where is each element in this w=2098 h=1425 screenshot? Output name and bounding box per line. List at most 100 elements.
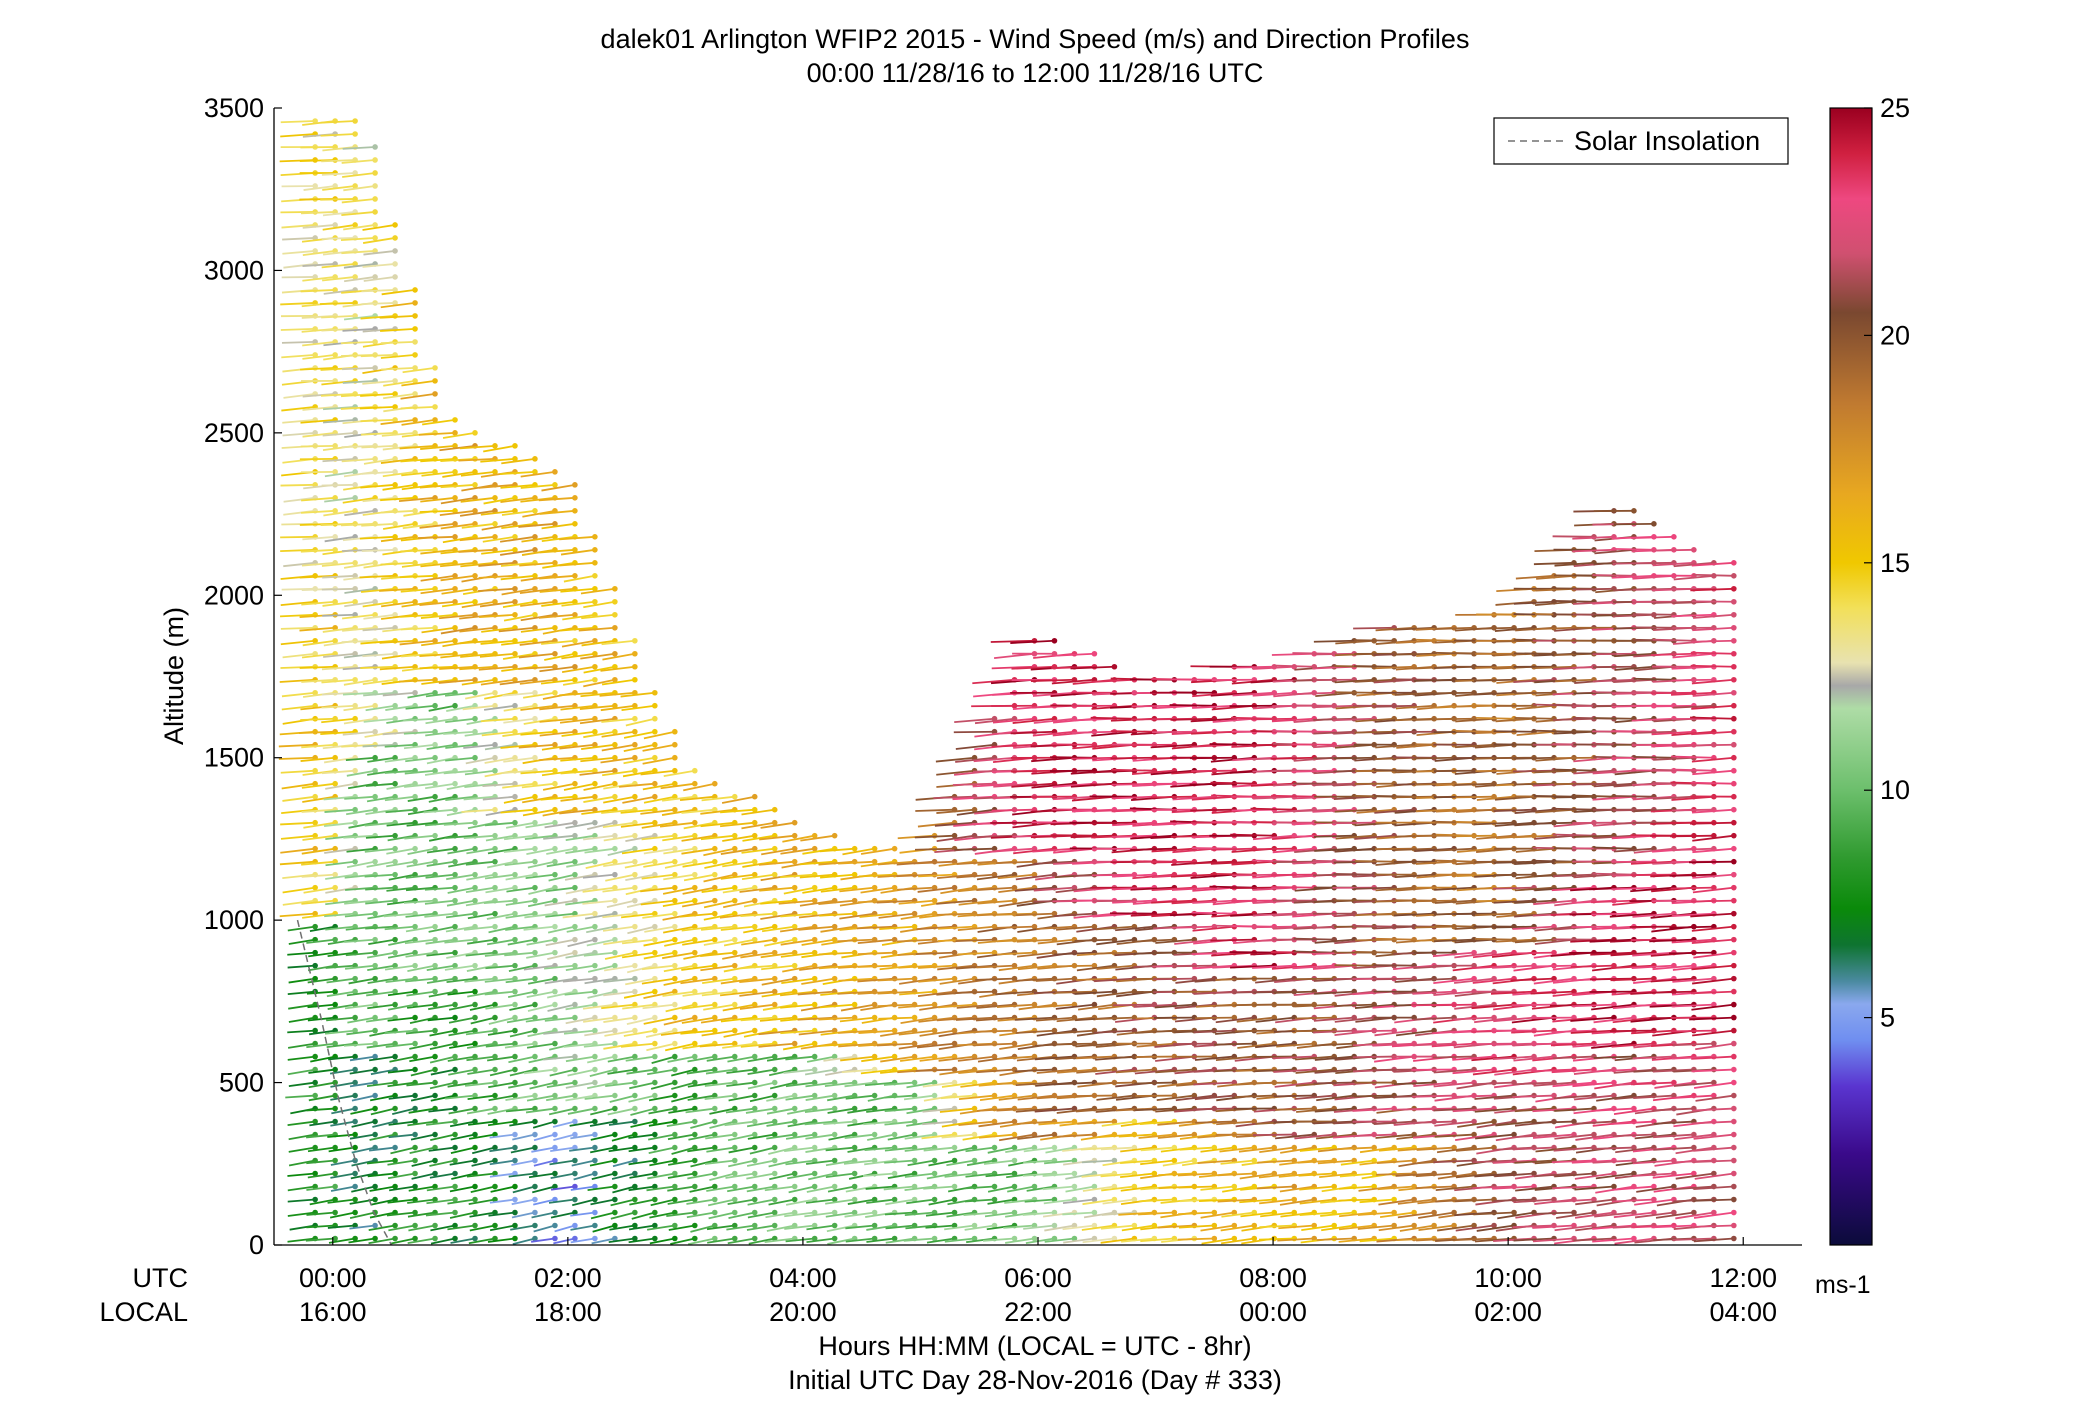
wind-barb-dot [672,962,678,969]
wind-barb-dot [652,1144,658,1151]
wind-barb [409,1016,436,1024]
wind-barb-dot [312,1027,318,1034]
wind-barb [410,1094,436,1102]
wind-barb [367,951,396,959]
wind-barb-dot [552,1105,558,1112]
wind-barb-dot [572,1079,578,1086]
wind-barb-dot [492,1079,498,1086]
wind-barb-dot [672,923,678,930]
wind-barb-dot [691,1170,698,1177]
wind-barb [389,1185,416,1192]
wind-barb-dot [532,975,538,982]
wind-barb-dot [632,871,638,878]
wind-barb-dot [632,1118,638,1125]
wind-barb [425,691,456,698]
wind-barb [321,483,356,487]
wind-barb-dot [672,1196,678,1203]
wind-barb-dot [771,1157,778,1164]
wind-barb-dot [492,754,498,761]
wind-barb [343,276,376,283]
wind-barb-dot [372,1079,378,1086]
wind-barb [380,353,416,359]
wind-barb [402,366,436,374]
wind-barb [429,1159,456,1167]
wind-barb-dot [452,1183,458,1190]
wind-barb [361,548,396,553]
wind-barb-dot [632,754,638,761]
wind-barb-dot [592,1066,598,1073]
wind-barb-dot [472,1235,478,1242]
wind-barb [321,263,356,269]
wind-barb [301,847,336,855]
wind-barb [340,522,376,527]
wind-barb-dot [412,1196,418,1203]
wind-barb-dot [951,884,958,891]
wind-barb-dot [452,1079,458,1086]
wind-barb [428,704,456,712]
wind-barb-dot [392,871,398,878]
wind-barb-dot [552,871,558,878]
wind-barb-dot [572,1092,578,1099]
wind-barb-dot [312,1092,318,1099]
wind-barb-dot [652,1053,658,1060]
wind-barb-dot [332,1118,338,1125]
wind-barb [305,1237,336,1242]
wind-barb [302,834,336,841]
wind-barb [387,1081,416,1088]
wind-barb-dot [332,508,338,514]
wind-barb [340,340,376,345]
wind-barb [306,1133,336,1139]
wind-barb-dot [532,1092,538,1099]
wind-barb-dot [672,1144,678,1151]
wind-barb-dot [412,988,418,995]
wind-barb-dot [731,1157,738,1164]
wind-barb-dot [672,1157,678,1164]
wind-barb-dot [572,676,578,683]
wind-barb-dot [632,663,638,670]
wind-barb-dot [432,923,438,930]
wind-barb-dot [392,1157,398,1164]
wind-barb [280,626,316,630]
wind-barb-dot [352,469,358,475]
wind-barb [369,1133,396,1141]
wind-barb-dot [352,1092,358,1099]
wind-barb-dot [392,1118,398,1125]
wind-barb-dot [512,871,518,878]
wind-barb-dot [691,1131,698,1138]
wind-barb [343,561,376,569]
wind-barb-dot [532,754,538,761]
wind-barb-dot [372,1014,378,1021]
wind-barb-dot [891,1196,898,1203]
wind-barb [281,353,316,359]
wind-barb-dot [731,962,738,969]
wind-barb [425,821,456,827]
wind-barb-dot [352,1066,358,1073]
wind-barb-dot [312,1196,318,1203]
wind-barb [345,886,376,891]
wind-barb [428,1003,456,1011]
wind-barb-dot [711,845,718,852]
wind-barb [300,211,336,215]
wind-barb [278,743,316,748]
wind-barb [320,120,356,124]
wind-barb-dot [372,910,378,917]
wind-barb-dot [592,1222,598,1229]
wind-barb [1095,1081,1135,1085]
wind-barb-dot [412,508,418,514]
wind-barb-dot [612,949,618,956]
wind-barb [326,990,356,998]
wind-barb [282,431,316,437]
wind-barb-dot [332,754,338,761]
wind-barb-dot [452,572,458,579]
wind-barb [447,1224,476,1231]
wind-barb [327,1003,356,1010]
wind-barb [324,1029,356,1035]
wind-barb [446,951,476,959]
wind-barb-dot [672,1066,678,1073]
wind-barb-dot [691,1209,698,1216]
wind-barb-dot [672,1118,678,1125]
wind-barb [1255,1081,1295,1085]
wind-barb-dot [412,1222,418,1229]
wind-barb-dot [652,1027,658,1034]
wind-barb-dot [312,183,318,189]
